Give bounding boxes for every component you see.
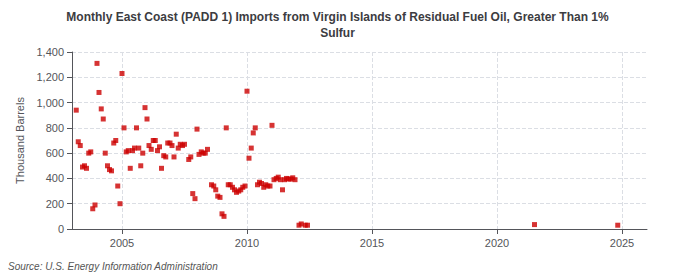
svg-text:1,400: 1,400 [36,46,64,58]
svg-text:Thousand Barrels: Thousand Barrels [14,97,26,184]
svg-text:400: 400 [46,172,64,184]
svg-text:2020: 2020 [485,237,509,249]
svg-text:2025: 2025 [610,237,634,249]
svg-text:600: 600 [46,147,64,159]
svg-text:2015: 2015 [360,237,384,249]
svg-text:0: 0 [58,223,64,235]
svg-text:2010: 2010 [235,237,259,249]
svg-text:200: 200 [46,198,64,210]
svg-text:Sulfur: Sulfur [320,26,355,40]
svg-text:Monthly East Coast (PADD 1) Im: Monthly East Coast (PADD 1) Imports from… [66,10,609,24]
svg-text:Source: U.S. Energy Informatio: Source: U.S. Energy Information Administ… [8,261,218,272]
svg-text:1,200: 1,200 [36,71,64,83]
svg-text:1,000: 1,000 [36,97,64,109]
svg-text:800: 800 [46,122,64,134]
svg-text:2005: 2005 [110,237,134,249]
